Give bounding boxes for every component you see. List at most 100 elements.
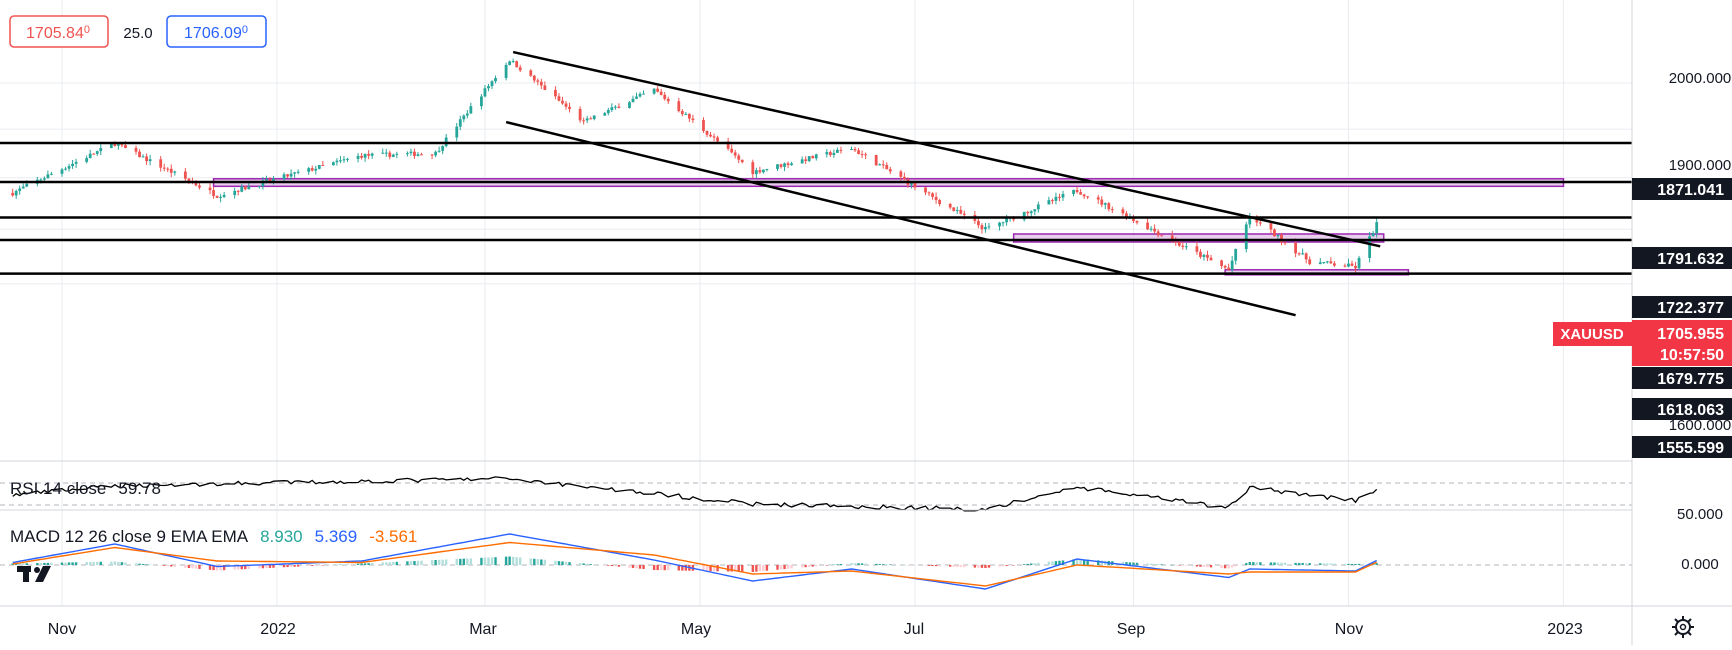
macd-histogram-bar: [1206, 565, 1209, 568]
candle-body: [962, 213, 966, 215]
candle-body: [1125, 213, 1128, 219]
candle-body: [1308, 259, 1312, 265]
macd-histogram-bar: [64, 562, 67, 565]
candle-body: [465, 113, 469, 116]
candle-body: [568, 106, 571, 109]
candle-body: [825, 152, 829, 155]
macd-histogram-bar: [825, 565, 829, 566]
macd-histogram-bar: [1156, 564, 1160, 565]
macd-histogram-bar: [335, 564, 339, 566]
ask-price[interactable]: 1706.090: [184, 24, 248, 42]
candle-body: [733, 152, 737, 156]
macd-histogram-bar: [642, 565, 645, 570]
candle-body: [124, 145, 127, 149]
bid-price[interactable]: 1705.840: [26, 24, 90, 42]
macd-histogram-bar: [1322, 563, 1326, 565]
macd-histogram-bar: [296, 565, 300, 567]
macd-histogram-bar: [730, 565, 733, 572]
candle-body: [1202, 254, 1206, 257]
macd-histogram-bar: [198, 565, 201, 569]
macd-histogram-bar: [808, 565, 811, 567]
macd-histogram-bar: [804, 565, 807, 568]
macd-histogram-bar: [948, 565, 952, 567]
macd-histogram-bar: [853, 563, 857, 565]
macd-histogram-bar: [459, 558, 462, 565]
rsi-pane: [12, 476, 1378, 512]
macd-histogram-bar: [839, 563, 843, 565]
gear-icon[interactable]: [1672, 616, 1694, 638]
macd-histogram-bar: [370, 563, 374, 565]
y-tick-label: 1600.000: [1669, 417, 1732, 434]
candle-body: [811, 156, 815, 159]
candle-body: [628, 102, 631, 108]
candle-body: [483, 88, 487, 97]
macd-histogram-bar: [113, 561, 117, 565]
macd-histogram-bar: [543, 559, 547, 565]
candle-body: [116, 144, 120, 146]
candle-body: [1026, 211, 1030, 214]
spread-value: 25.0: [123, 25, 152, 42]
macd-histogram-bar: [663, 565, 666, 571]
macd-histogram-bar: [1153, 563, 1156, 565]
candle-body: [458, 119, 462, 127]
candle-body: [1001, 222, 1005, 224]
candle-body: [384, 152, 388, 154]
macd-histogram-bar: [910, 565, 913, 566]
macd-histogram-bar: [1121, 561, 1125, 565]
macd-histogram-bar: [1283, 562, 1287, 565]
candle-body: [955, 210, 959, 212]
macd-histogram-bar: [1008, 565, 1012, 566]
macd-histogram-bar: [1033, 563, 1036, 565]
macd-histogram-bar: [786, 565, 790, 569]
macd-histogram-bar: [776, 565, 779, 570]
candle-body: [659, 91, 663, 95]
macd-pane: [11, 533, 1378, 590]
candle-body: [539, 81, 543, 86]
candle-body: [804, 159, 808, 162]
macd-histogram-bar: [244, 565, 247, 570]
candle-body: [1146, 222, 1149, 230]
candle-body: [441, 146, 445, 151]
macd-histogram-bar: [1276, 562, 1280, 565]
macd-histogram-bar: [346, 564, 349, 565]
macd-histogram-bar: [71, 562, 74, 565]
macd-histogram-bar: [1051, 561, 1054, 565]
y-tick-label: 1900.000: [1669, 157, 1732, 174]
macd-histogram-bar: [92, 561, 95, 565]
macd-histogram-bar: [360, 563, 363, 565]
candle-body: [779, 164, 783, 167]
candle-body: [212, 190, 215, 197]
macd-histogram-bar: [356, 563, 360, 565]
candle-body: [631, 98, 635, 103]
candle-body: [265, 179, 268, 181]
candle-body: [684, 113, 688, 115]
candle-body: [1283, 242, 1287, 244]
macd-histogram-bar: [681, 565, 684, 571]
macd-histogram-bar: [286, 565, 289, 568]
candle-body: [938, 200, 942, 204]
macd-histogram-bar: [11, 563, 14, 565]
candle-body: [141, 156, 145, 158]
candle-body: [1206, 254, 1209, 258]
macd-histogram-bar: [1097, 560, 1100, 565]
candle-body: [92, 153, 96, 155]
ask-box[interactable]: [166, 15, 267, 48]
candle-body: [702, 120, 705, 131]
candle-body: [233, 190, 237, 195]
bid-box[interactable]: [9, 15, 109, 48]
candle-body: [582, 120, 586, 122]
candle-body: [272, 178, 275, 182]
candle-body: [360, 155, 363, 158]
macd-histogram-bar: [1012, 565, 1015, 566]
candle-body: [924, 187, 927, 193]
macd-histogram-bar: [462, 558, 466, 565]
candle-body: [1033, 209, 1037, 212]
last-price: 1705.955: [1657, 326, 1724, 343]
candle-body: [243, 186, 247, 190]
macd-histogram-bar: [138, 563, 141, 565]
macd-histogram-bar: [480, 557, 483, 565]
macd-histogram-bar: [159, 565, 162, 566]
macd-histogram-bar: [973, 565, 977, 568]
